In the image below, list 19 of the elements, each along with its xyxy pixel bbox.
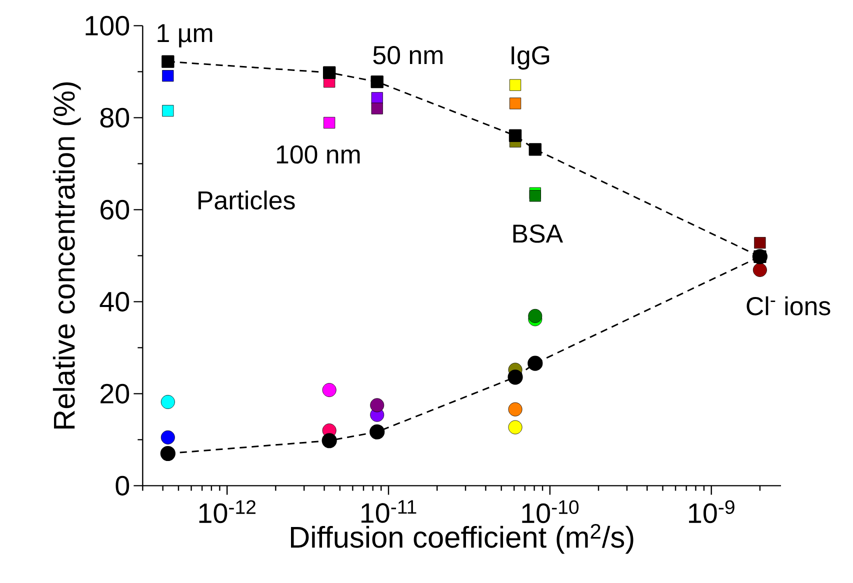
annotation: Cl$^{-}$ ions <box>746 296 830 316</box>
y-tick-label: 20 <box>100 384 130 404</box>
annotation: Particles <box>198 190 295 210</box>
annotation: 1 µm <box>158 24 212 48</box>
annotation: IgG <box>512 46 550 70</box>
y-axis-title: Relative concentration (%) <box>52 82 81 428</box>
annotation: 50 nm <box>373 46 442 64</box>
x-tick-label: 10$^{-12}$ <box>199 500 256 524</box>
y-tick-label: 60 <box>100 200 130 220</box>
annotation: BSA <box>513 224 564 243</box>
y-tick-label: 40 <box>100 292 130 312</box>
y-tick-label: 0 <box>116 476 130 496</box>
x-axis-title: Diffusion coefficient (m$^{2}$/s) <box>290 524 634 554</box>
y-tick-label: 100 <box>86 16 130 36</box>
x-tick-label: 10$^{-11}$ <box>361 500 416 523</box>
x-tick-label: 10$^{-9}$ <box>689 500 734 524</box>
annotation: 100 nm <box>276 145 360 164</box>
y-tick-label: 80 <box>100 108 130 128</box>
x-tick-label: 10$^{-10}$ <box>522 500 579 524</box>
